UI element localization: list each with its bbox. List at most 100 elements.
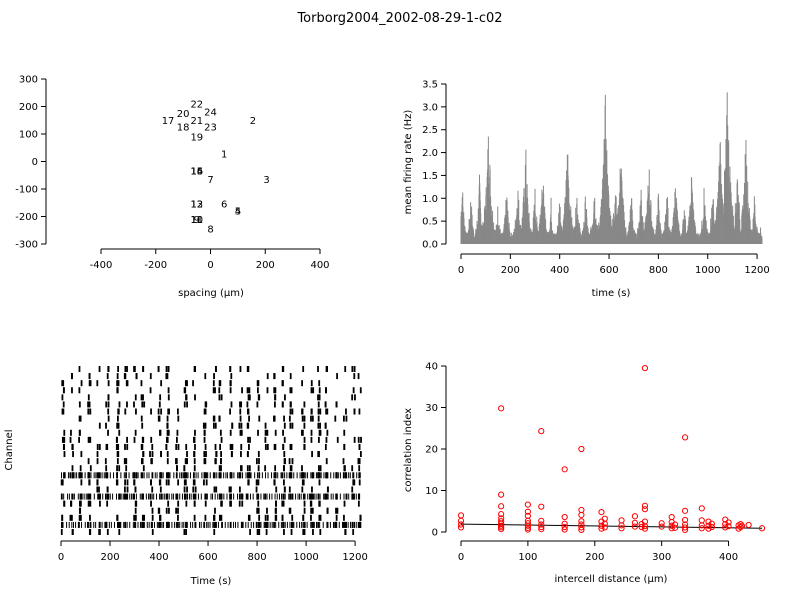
raster-spike [310,387,313,394]
raster-spike [282,500,285,507]
raster-spike [214,387,216,394]
raster-spike [193,451,196,458]
raster-spike [335,521,337,528]
raster-spike [256,493,258,500]
raster-spike [220,493,222,500]
raster-spike [159,521,161,528]
raster-spike [62,443,65,450]
raster-spike [299,493,301,500]
raster-spike [281,493,283,500]
rate-x-tick-label: 0 [458,265,464,276]
rate-y-tick-label: 3.0 [422,102,438,113]
correlation-x-tick-label: 400 [719,552,738,563]
raster-spike [224,521,226,528]
correlation-point [524,526,531,533]
raster-spike [219,493,221,500]
raster-spike [352,387,355,394]
raster-spike [71,387,73,394]
raster-spike [342,521,345,528]
raster-spike [166,373,169,380]
raster-spike [118,521,121,528]
raster-spike [70,373,73,380]
raster-spike [291,408,294,415]
raster-spike [220,436,223,443]
raster-spike [61,408,64,415]
correlation-points [457,364,766,534]
raster-spike [113,472,115,479]
raster-spike [151,451,154,458]
raster-spike [213,521,216,528]
raster-spike [167,521,169,528]
raster-spike [200,521,202,528]
raster-spike [157,415,160,422]
raster-spike [131,493,133,500]
raster-spike [258,521,261,528]
raster-spike [70,500,73,507]
electrode-label: 3 [263,175,269,186]
raster-spike [326,472,328,479]
raster-spike [105,521,108,528]
raster-spike [154,472,156,479]
electrode-label: 2 [250,116,256,127]
raster-spike [257,500,260,507]
raster-spike [105,401,108,408]
raster-spike [283,451,286,458]
raster-spike [168,493,170,500]
raster-spike [226,493,228,500]
correlation-x-tick-label: 200 [585,552,604,563]
correlation-point [708,523,715,531]
raster-spike [325,493,327,500]
raster-spike [324,422,327,429]
raster-spike [203,472,205,479]
raster-spike [107,472,109,479]
rate-x-tick-label: 600 [599,265,618,276]
raster-spike [212,472,214,479]
correlation-point [641,506,649,513]
raster-spike [289,387,292,394]
raster-spike [225,472,227,479]
raster-spike [117,408,120,415]
raster-spike [257,429,259,436]
raster-spike [276,493,278,500]
raster-spike [193,472,195,479]
raster-spike [61,394,64,401]
rate-panel: 0.0 0.5 1.0 1.5 2.0 2.5 3.0 3.5 0 200 400 600 800 10… [403,80,770,300]
raster-spike [247,394,250,401]
raster-spike [348,493,350,500]
raster-spike [116,387,119,394]
raster-spike [352,529,355,535]
correlation-point [618,517,625,524]
raster-spike [98,472,101,479]
raster-spike [186,458,189,465]
raster-spike [274,465,277,472]
raster-spike [301,380,304,387]
raster-spike [265,529,268,535]
raster-spike [266,443,269,450]
raster-spike [61,493,62,500]
raster-spike [323,472,325,479]
raster-spike [102,493,104,500]
raster-spike [63,472,66,479]
raster-spike [97,493,100,500]
raster-spike [278,521,280,528]
raster-spike [115,436,118,443]
raster-spike [108,521,110,528]
raster-spike [249,493,251,500]
raster-spike [96,458,99,465]
electrode-y-axis: 300 200 100 0 -100 -200 -300 [15,75,47,251]
raster-spike [233,472,235,479]
raster-spike [353,373,356,380]
raster-spike [167,500,170,507]
raster-spike [140,472,142,479]
raster-spike [163,521,165,528]
raster-spike [185,521,187,528]
raster-spike [239,366,242,372]
raster-spike [80,380,83,387]
raster-spike [213,514,216,521]
raster-spike [290,465,293,472]
raster-spike [230,500,232,507]
raster-spike [204,422,207,429]
electrode-label: 23 [204,123,217,134]
raster-spike [277,472,279,479]
raster-spike [186,486,188,493]
